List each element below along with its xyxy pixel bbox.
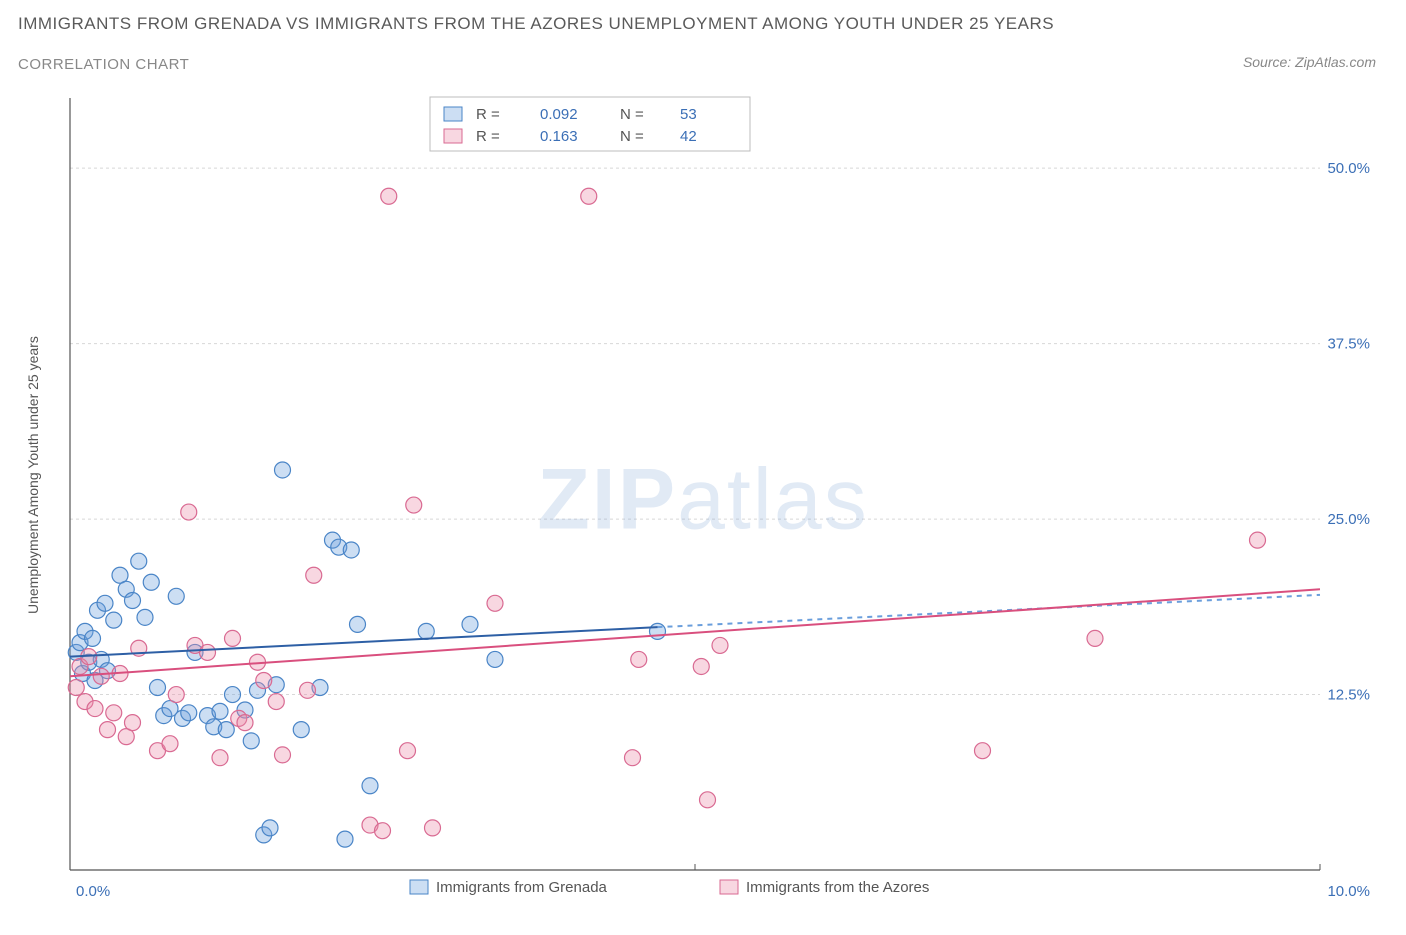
svg-text:0.163: 0.163 xyxy=(540,128,578,145)
svg-text:50.0%: 50.0% xyxy=(1327,160,1370,177)
svg-text:0.0%: 0.0% xyxy=(76,883,110,900)
svg-text:N =: N = xyxy=(620,128,644,145)
svg-text:53: 53 xyxy=(680,106,697,123)
chart-title: IMMIGRANTS FROM GRENADA VS IMMIGRANTS FR… xyxy=(18,14,1054,34)
correlation-scatter-chart: 12.5% 25.0% 37.5% 50.0% 0.0% 10.0% Unemploymen… xyxy=(0,90,1406,930)
svg-text:42: 42 xyxy=(680,128,697,145)
svg-text:0.092: 0.092 xyxy=(540,106,578,123)
svg-text:25.0%: 25.0% xyxy=(1327,511,1370,528)
svg-text:37.5%: 37.5% xyxy=(1327,336,1370,353)
chart-svg: 12.5% 25.0% 37.5% 50.0% 0.0% 10.0% Unemploymen… xyxy=(0,90,1406,930)
svg-text:Immigrants from the Azores: Immigrants from the Azores xyxy=(746,879,929,896)
svg-text:N =: N = xyxy=(620,106,644,123)
y-axis-label: Unemployment Among Youth under 25 years xyxy=(25,336,41,614)
svg-text:R =: R = xyxy=(476,106,500,123)
chart-subtitle: CORRELATION CHART xyxy=(18,56,189,73)
svg-text:10.0%: 10.0% xyxy=(1327,883,1370,900)
svg-text:12.5%: 12.5% xyxy=(1327,687,1370,704)
source-label: Source: ZipAtlas.com xyxy=(1243,54,1376,70)
svg-text:R =: R = xyxy=(476,128,500,145)
svg-text:Immigrants from Grenada: Immigrants from Grenada xyxy=(436,879,608,896)
